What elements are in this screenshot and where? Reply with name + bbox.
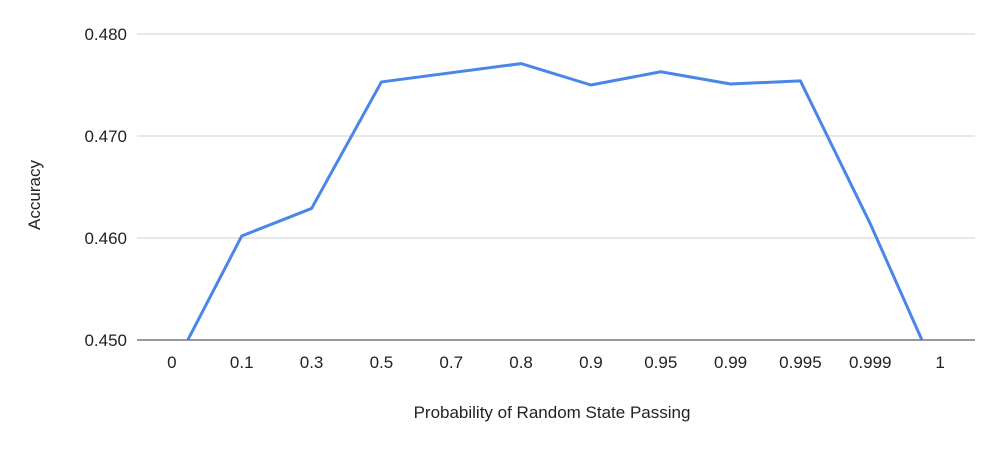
x-tick-label: 0.7 xyxy=(439,353,463,372)
x-tick-label: 0.9 xyxy=(579,353,603,372)
x-tick-label: 0.5 xyxy=(370,353,394,372)
x-tick-label: 0.99 xyxy=(714,353,747,372)
x-tick-label: 0 xyxy=(167,353,176,372)
x-tick-label: 0.999 xyxy=(849,353,892,372)
x-tick-label: 0.95 xyxy=(644,353,677,372)
x-tick-label: 0.995 xyxy=(779,353,822,372)
y-axis-ticks: 0.450 0.460 0.470 0.480 xyxy=(84,25,127,350)
x-tick-label: 0.1 xyxy=(230,353,254,372)
series-line xyxy=(186,62,924,340)
y-tick-label: 0.480 xyxy=(84,25,127,44)
y-tick-label: 0.470 xyxy=(84,127,127,146)
y-axis-title: Accuracy xyxy=(25,160,44,230)
gridlines xyxy=(137,33,975,341)
x-axis-ticks: 0 0.1 0.3 0.5 0.7 0.8 0.9 0.95 0.99 0.995 0.999 1 xyxy=(167,353,945,372)
x-tick-label: 0.3 xyxy=(300,353,324,372)
y-tick-label: 0.450 xyxy=(84,331,127,350)
y-tick-label: 0.460 xyxy=(84,229,127,248)
series-layer xyxy=(186,62,924,340)
x-axis-title: Probability of Random State Passing xyxy=(414,403,691,422)
x-tick-label: 0.8 xyxy=(509,353,533,372)
x-tick-label: 1 xyxy=(935,353,944,372)
